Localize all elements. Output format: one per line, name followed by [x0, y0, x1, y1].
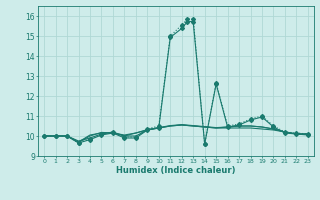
X-axis label: Humidex (Indice chaleur): Humidex (Indice chaleur) — [116, 166, 236, 175]
